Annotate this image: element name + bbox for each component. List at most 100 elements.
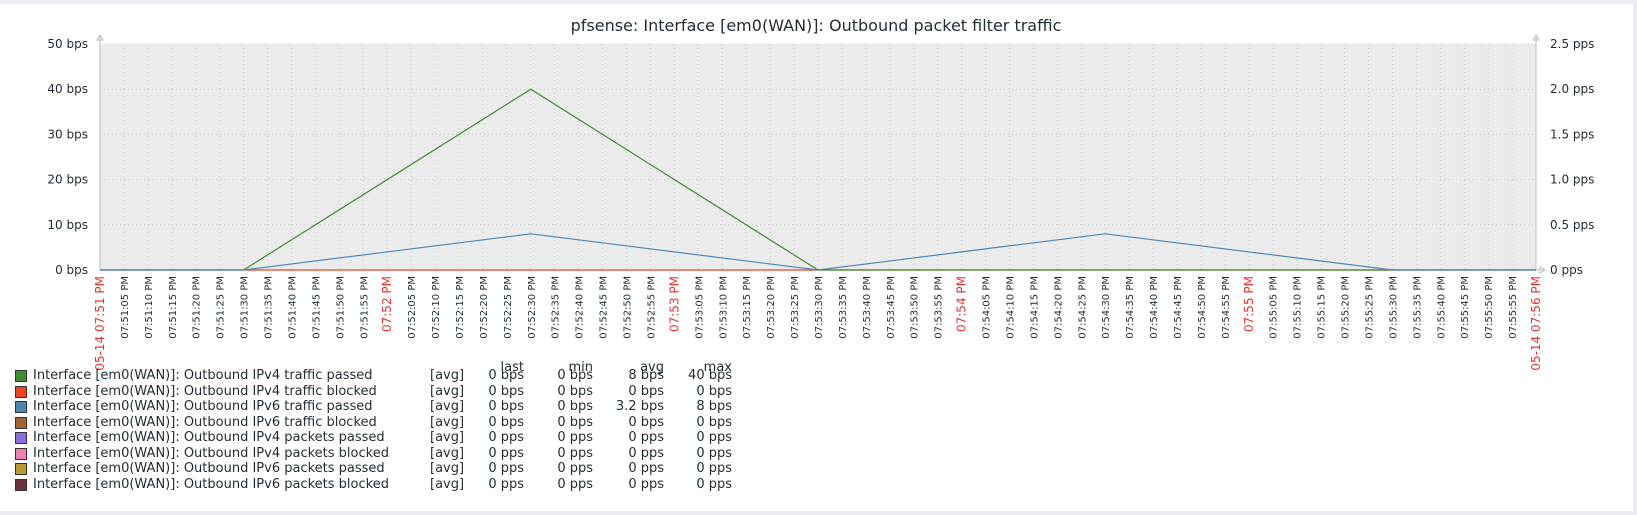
y-tick-label-left: 30 bps [47, 127, 88, 141]
legend-value-last: 0 pps [488, 430, 524, 445]
x-tick-label: 07:55:25 PM [1364, 276, 1375, 339]
legend-swatch [15, 463, 27, 475]
legend-aggregate-tag: [avg] [430, 399, 465, 414]
x-tick-label: 07:51:05 PM [120, 276, 131, 339]
legend-row: Interface [em0(WAN)]: Outbound IPv4 traf… [0, 384, 760, 399]
legend-swatch [15, 385, 27, 398]
legend-swatch [15, 447, 27, 460]
legend-value-max: 0 pps [696, 461, 732, 476]
x-tick-label-minute: 07:53 PM [667, 276, 681, 332]
x-tick-label: 07:54:10 PM [1005, 276, 1016, 339]
x-tick-label: 07:55:20 PM [1341, 276, 1352, 339]
x-tick-label: 07:55:50 PM [1484, 276, 1495, 339]
x-tick-label: 07:52:30 PM [527, 276, 538, 339]
legend-value-avg: 0 bps [628, 383, 664, 399]
legend-value-min: 0 pps [557, 461, 593, 476]
legend-row: Interface [em0(WAN)]: Outbound IPv4 pack… [0, 430, 760, 445]
legend-swatch [15, 370, 27, 382]
legend-value-avg: 0 pps [628, 445, 664, 461]
x-tick-label: 07:53:15 PM [742, 276, 753, 339]
x-tick-label: 07:52:40 PM [575, 276, 586, 339]
y-tick-label-left: 0 bps [55, 263, 88, 277]
legend-header-max: max [703, 360, 732, 375]
legend-value-min: 0 bps [557, 383, 593, 399]
x-tick-label: 07:51:10 PM [144, 276, 155, 339]
x-tick-label: 07:54:45 PM [1173, 276, 1184, 339]
legend-aggregate-tag: [avg] [430, 368, 465, 383]
x-tick-label: 07:54:55 PM [1221, 276, 1232, 339]
x-tick-label: 07:52:05 PM [407, 276, 418, 339]
legend-row: Interface [em0(WAN)]: Outbound IPv6 traf… [0, 399, 760, 414]
legend-value-avg: 3.2 bps [615, 399, 664, 414]
legend-series-name: Interface [em0(WAN)]: Outbound IPv4 traf… [33, 383, 377, 399]
legend-swatch [15, 401, 27, 413]
x-tick-label: 07:51:50 PM [335, 276, 346, 339]
legend-value-max: 8 bps [696, 399, 732, 414]
legend-row: Interface [em0(WAN)]: Outbound IPv6 pack… [0, 461, 760, 476]
x-tick-label: 07:52:45 PM [599, 276, 610, 339]
x-tick-label-start: 05-14 07:51 PM [93, 276, 107, 371]
legend-value-min: 0 bps [557, 399, 593, 414]
x-tick-label: 07:51:45 PM [311, 276, 322, 339]
x-tick-label: 07:53:30 PM [814, 276, 825, 339]
x-tick-label: 07:52:55 PM [646, 276, 657, 339]
legend-series-name: Interface [em0(WAN)]: Outbound IPv6 traf… [33, 399, 373, 414]
legend-value-avg: 0 bps [628, 414, 664, 430]
y-tick-label-right: 2.5 pps [1550, 37, 1594, 51]
y-tick-label-left: 40 bps [47, 82, 88, 96]
y-tick-label-left: 20 bps [47, 173, 88, 187]
y-tick-label-right: 0 pps [1550, 263, 1583, 277]
y-tick-label-left: 10 bps [47, 218, 88, 232]
x-tick-label: 07:55:05 PM [1269, 276, 1280, 339]
legend-value-last: 0 pps [488, 476, 524, 492]
x-tick-label: 07:55:35 PM [1412, 276, 1423, 339]
x-tick-label: 07:55:40 PM [1436, 276, 1447, 339]
legend-series-name: Interface [em0(WAN)]: Outbound IPv4 pack… [33, 430, 385, 445]
x-axis-arrow [1539, 266, 1546, 274]
x-tick-label: 07:51:30 PM [240, 276, 251, 339]
x-tick-label: 07:51:20 PM [192, 276, 203, 339]
y-tick-label-right: 1.5 pps [1550, 127, 1594, 141]
x-tick-label: 07:55:30 PM [1388, 276, 1399, 339]
x-tick-label: 07:53:20 PM [766, 276, 777, 339]
legend-value-max: 0 pps [696, 430, 732, 445]
x-tick-label: 07:55:10 PM [1293, 276, 1304, 339]
x-tick-label: 07:54:05 PM [982, 276, 993, 339]
legend-series-name: Interface [em0(WAN)]: Outbound IPv4 traf… [33, 368, 373, 383]
x-tick-label: 07:54:35 PM [1125, 276, 1136, 339]
legend-value-max: 0 pps [696, 476, 732, 492]
x-tick-label: 07:52:50 PM [623, 276, 634, 339]
x-tick-label: 07:54:15 PM [1029, 276, 1040, 339]
legend-value-last: 0 bps [488, 383, 524, 399]
x-tick-label: 07:51:35 PM [264, 276, 275, 339]
y-axis-left-arrow [96, 34, 104, 41]
legend-swatch [15, 416, 27, 429]
legend-series-name: Interface [em0(WAN)]: Outbound IPv4 pack… [33, 445, 389, 461]
legend-value-last: 0 bps [488, 414, 524, 430]
legend-value-max: 0 bps [696, 383, 732, 399]
graph-frame: pfsense: Interface [em0(WAN)]: Outbound … [0, 4, 1633, 511]
x-tick-label: 07:51:25 PM [216, 276, 227, 339]
legend-aggregate-tag: [avg] [430, 445, 465, 461]
legend-header-last: last [500, 360, 524, 375]
x-tick-label: 07:54:30 PM [1101, 276, 1112, 339]
legend-aggregate-tag: [avg] [430, 461, 465, 476]
x-tick-label: 07:54:25 PM [1077, 276, 1088, 339]
x-tick-label: 07:52:20 PM [479, 276, 490, 339]
x-tick-label: 07:53:05 PM [694, 276, 705, 339]
x-tick-label: 07:52:10 PM [431, 276, 442, 339]
legend-series-name: Interface [em0(WAN)]: Outbound IPv6 pack… [33, 476, 389, 492]
x-tick-label-end: 05-14 07:56 PM [1529, 276, 1543, 371]
legend-value-last: 0 bps [488, 368, 524, 383]
x-tick-label: 07:53:55 PM [934, 276, 945, 339]
legend-value-avg: 0 pps [628, 461, 664, 476]
legend-value-min: 0 pps [557, 445, 593, 461]
y-tick-label-right: 2.0 pps [1550, 82, 1594, 96]
legend-aggregate-tag: [avg] [430, 414, 465, 430]
legend-series-name: Interface [em0(WAN)]: Outbound IPv6 traf… [33, 414, 377, 430]
legend-value-max: 40 bps [688, 368, 732, 383]
x-tick-label-minute: 07:54 PM [955, 276, 969, 332]
legend-swatch [15, 432, 27, 444]
legend-value-max: 0 bps [696, 414, 732, 430]
x-tick-label: 07:55:55 PM [1508, 276, 1519, 339]
